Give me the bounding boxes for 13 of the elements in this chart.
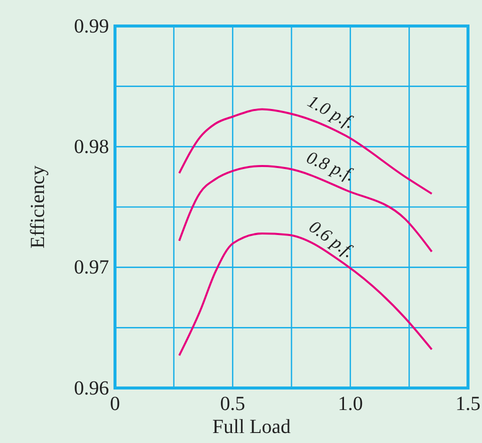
x-axis-title: Full Load	[212, 416, 291, 438]
x-tick-label: 0.5	[220, 393, 246, 416]
text: 0.8 p.f.	[304, 147, 358, 186]
y-tick-label: 0.99	[74, 15, 109, 38]
y-tick-label: 0.98	[74, 136, 109, 158]
y-tick-label: 0.97	[74, 256, 109, 279]
x-tick-label: 0	[110, 393, 120, 416]
y-axis-title: Efficiency	[27, 166, 49, 248]
x-tick-label: 1.5	[456, 393, 480, 416]
text: 1.0 p.f.	[304, 90, 358, 132]
x-tick-label: 1.0	[338, 393, 363, 416]
text: 0.6 p.f.	[306, 216, 358, 262]
y-tick-label: 0.96	[74, 377, 109, 400]
